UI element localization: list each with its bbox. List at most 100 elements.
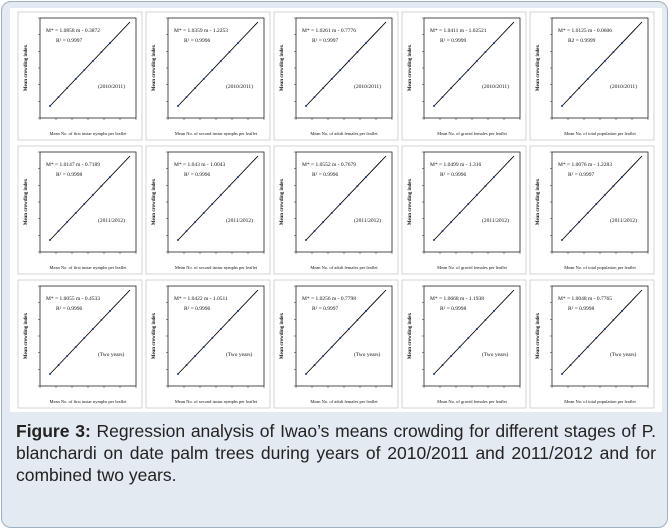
- data-point: [578, 87, 581, 89]
- data-point: [57, 230, 60, 232]
- data-point: [228, 319, 231, 321]
- regression-panel: M* = 1.0499 m - 1.316 R² = 0.9996 (2011/20…: [401, 145, 527, 275]
- y-axis-label: Mean crowding index: [24, 44, 29, 91]
- regression-line: [561, 155, 643, 241]
- x-axis-label: Mean No. of adult females per leaflet: [310, 399, 378, 404]
- regression-line: [433, 155, 515, 241]
- data-point: [433, 105, 435, 107]
- data-point: [467, 337, 470, 339]
- data-point: [322, 355, 325, 357]
- regression-line: [561, 21, 643, 107]
- equation: M* = 1.0359 m - 1.2253: [174, 28, 228, 34]
- y-axis-label: Mean crowding index: [408, 44, 413, 91]
- r-squared: R² = 0.9998: [56, 172, 83, 178]
- x-axis-label: Mean No. of second instar nymphs per lea…: [175, 265, 258, 270]
- data-point: [467, 203, 470, 205]
- equation: M* = 1.0256 m - 0.7798: [302, 296, 356, 302]
- equation: M* = 1.0858 m - 0.3872: [46, 28, 100, 34]
- data-point: [365, 42, 367, 44]
- data-point: [493, 176, 495, 178]
- data-point: [83, 69, 86, 71]
- data-point: [578, 355, 581, 357]
- data-point: [49, 239, 51, 241]
- caption: Figure 3: Regression analysis of Iwao’s …: [16, 420, 656, 486]
- r-squared: R² = 0.9996: [312, 172, 339, 178]
- x-axis-label: Mean No. of first instar nymphs per leaf…: [50, 131, 128, 136]
- r-squared: R² = 0.9996: [56, 306, 83, 312]
- data-point: [202, 346, 205, 348]
- data-point: [74, 212, 77, 214]
- data-point: [66, 355, 69, 357]
- panel-frame: [529, 279, 655, 409]
- period-label: (Two years): [226, 351, 253, 358]
- data-point: [578, 221, 581, 223]
- panel-frame: [273, 11, 399, 141]
- regression-panel: M* = 1.0858 m - 0.3872 R² = 0.9997 (2010/2…: [17, 11, 143, 141]
- data-point: [612, 319, 615, 321]
- data-point: [100, 51, 103, 53]
- data-point: [433, 239, 435, 241]
- period-label: (Two years): [98, 351, 125, 358]
- data-point: [458, 78, 461, 80]
- data-point: [365, 310, 367, 312]
- r-squared: R² = 0.9999: [440, 38, 467, 44]
- data-point: [57, 96, 60, 98]
- panel-frame: [401, 11, 527, 141]
- data-point: [91, 194, 94, 196]
- data-point: [177, 373, 179, 375]
- r-squared: R² = 0.9997: [56, 38, 83, 44]
- period-label: (2010/2011): [610, 83, 637, 90]
- regression-panel: M* = 1.0359 m - 1.2253 R² = 0.9996 (2010/2…: [145, 11, 271, 141]
- data-point: [49, 105, 51, 107]
- data-point: [595, 203, 598, 205]
- data-point: [211, 69, 214, 71]
- data-point: [347, 194, 350, 196]
- data-point: [569, 364, 572, 366]
- data-point: [83, 337, 86, 339]
- equation: M* = 1.0499 m - 1.316: [430, 162, 481, 168]
- y-axis-label: Mean crowding index: [280, 44, 285, 91]
- r-squared: R² = 0.9996: [440, 172, 467, 178]
- regression-panel: M* = 1.0261 m - 0.7776 R² = 0.9997 (2010/2…: [273, 11, 399, 141]
- regression-panel: M* = 1.0076 m - 1.2283 R² = 0.9997 (2011/2…: [529, 145, 655, 275]
- y-axis-label: Mean crowding index: [280, 312, 285, 359]
- r-squared: R² = 0.9996: [184, 172, 211, 178]
- data-point: [91, 328, 94, 330]
- r-squared: R² = 0.9997: [312, 306, 339, 312]
- period-label: (Two years): [354, 351, 381, 358]
- y-axis-label: Mean crowding index: [408, 178, 413, 225]
- panel-frame: [145, 145, 271, 275]
- panel-frame: [273, 145, 399, 275]
- data-point: [305, 373, 307, 375]
- regression-line: [561, 289, 643, 375]
- equation: M* = 1.0055 m - 0.4533: [46, 296, 100, 302]
- regression-panel: M* = 1.0147 m - 0.7189 R² = 0.9998 (2011/2…: [17, 145, 143, 275]
- data-point: [569, 230, 572, 232]
- period-label: (2011/2012): [226, 217, 253, 224]
- period-label: (Two years): [482, 351, 509, 358]
- data-point: [194, 355, 197, 357]
- equation: M* = 1.0411 m - 1.02521: [430, 28, 487, 34]
- data-point: [603, 328, 606, 330]
- regression-line: [433, 289, 515, 375]
- data-point: [211, 203, 214, 205]
- data-point: [66, 221, 69, 223]
- regression-panel: M* = 1.0256 m - 0.7798 R² = 0.9997 (Two ye…: [273, 279, 399, 409]
- regression-line: [49, 289, 131, 375]
- x-axis-label: Mean No. of first instar nymphs per leaf…: [50, 265, 128, 270]
- panel-frame: [145, 279, 271, 409]
- data-point: [74, 346, 77, 348]
- data-point: [330, 212, 333, 214]
- y-axis-label: Mean crowding index: [152, 312, 157, 359]
- equation: M* = 1.0076 m - 1.2283: [558, 162, 612, 168]
- x-axis-label: Mean No. of gravid females per leaflet: [437, 265, 508, 270]
- equation: M* = 1.0668 m - 1.1938: [430, 296, 484, 302]
- period-label: (2011/2012): [482, 217, 509, 224]
- y-axis-label: Mean crowding index: [536, 312, 541, 359]
- data-point: [586, 346, 589, 348]
- data-point: [433, 373, 435, 375]
- equation: M* = 1.0261 m - 0.7776: [302, 28, 356, 34]
- data-point: [313, 230, 316, 232]
- data-point: [100, 185, 103, 187]
- data-point: [237, 310, 239, 312]
